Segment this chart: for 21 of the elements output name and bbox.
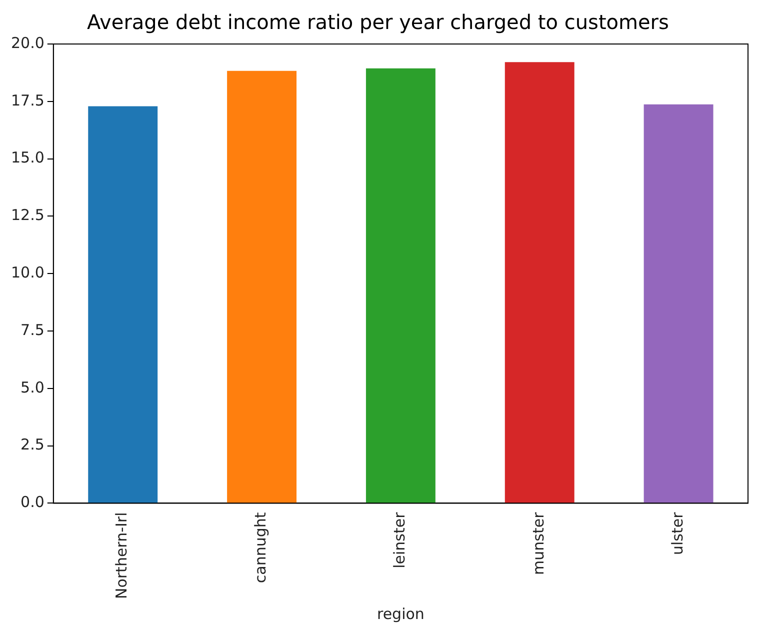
- x-tick-label: cannught: [252, 512, 270, 584]
- y-tick-label: 7.5: [20, 320, 44, 339]
- bar: [227, 70, 297, 503]
- y-tick-label: 2.5: [20, 436, 44, 454]
- bar: [366, 68, 436, 503]
- x-tick-label: ulster: [668, 511, 686, 556]
- y-tick-label: 0.0: [20, 493, 44, 512]
- x-tick-label: munster: [530, 511, 548, 575]
- y-tick-label: 17.5: [10, 91, 44, 110]
- y-tick-label: 15.0: [10, 148, 44, 167]
- bar: [88, 106, 158, 503]
- x-axis-title: region: [376, 604, 424, 623]
- y-tick-label: 10.0: [10, 264, 44, 282]
- x-tick-label: leinster: [390, 511, 409, 568]
- y-tick-label: 5.0: [20, 378, 44, 396]
- y-tick-label: 12.5: [10, 206, 44, 224]
- bar: [644, 104, 714, 503]
- chart-title: Average debt income ratio per year charged to customers: [87, 10, 669, 34]
- x-tick-label: Northern-Irl: [112, 512, 131, 600]
- y-tick-label: 20.0: [10, 34, 44, 52]
- bar: [504, 62, 574, 503]
